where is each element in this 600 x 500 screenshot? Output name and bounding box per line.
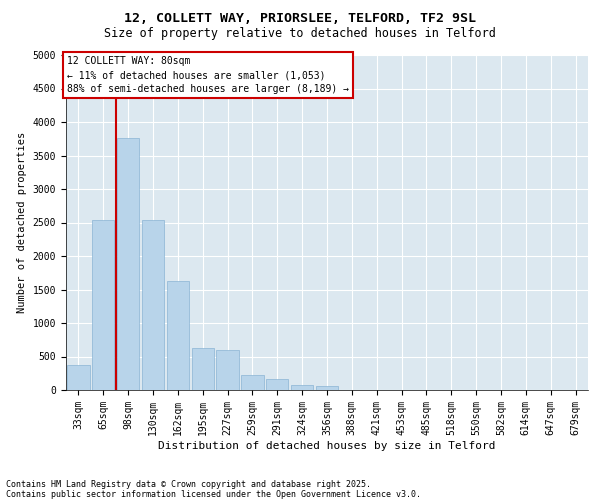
Bar <box>316 386 338 390</box>
Bar <box>241 374 263 390</box>
Bar <box>92 220 115 390</box>
Bar <box>142 220 164 390</box>
Bar <box>117 138 139 390</box>
Text: Contains HM Land Registry data © Crown copyright and database right 2025.
Contai: Contains HM Land Registry data © Crown c… <box>6 480 421 499</box>
Bar <box>167 282 189 390</box>
Bar <box>217 350 239 390</box>
Bar <box>67 364 89 390</box>
Text: 12 COLLETT WAY: 80sqm
← 11% of detached houses are smaller (1,053)
88% of semi-d: 12 COLLETT WAY: 80sqm ← 11% of detached … <box>67 56 349 94</box>
Text: Size of property relative to detached houses in Telford: Size of property relative to detached ho… <box>104 28 496 40</box>
Bar <box>291 384 313 390</box>
Y-axis label: Number of detached properties: Number of detached properties <box>17 132 27 313</box>
Text: 12, COLLETT WAY, PRIORSLEE, TELFORD, TF2 9SL: 12, COLLETT WAY, PRIORSLEE, TELFORD, TF2… <box>124 12 476 26</box>
Bar <box>266 380 289 390</box>
X-axis label: Distribution of detached houses by size in Telford: Distribution of detached houses by size … <box>158 440 496 450</box>
Bar <box>191 348 214 390</box>
